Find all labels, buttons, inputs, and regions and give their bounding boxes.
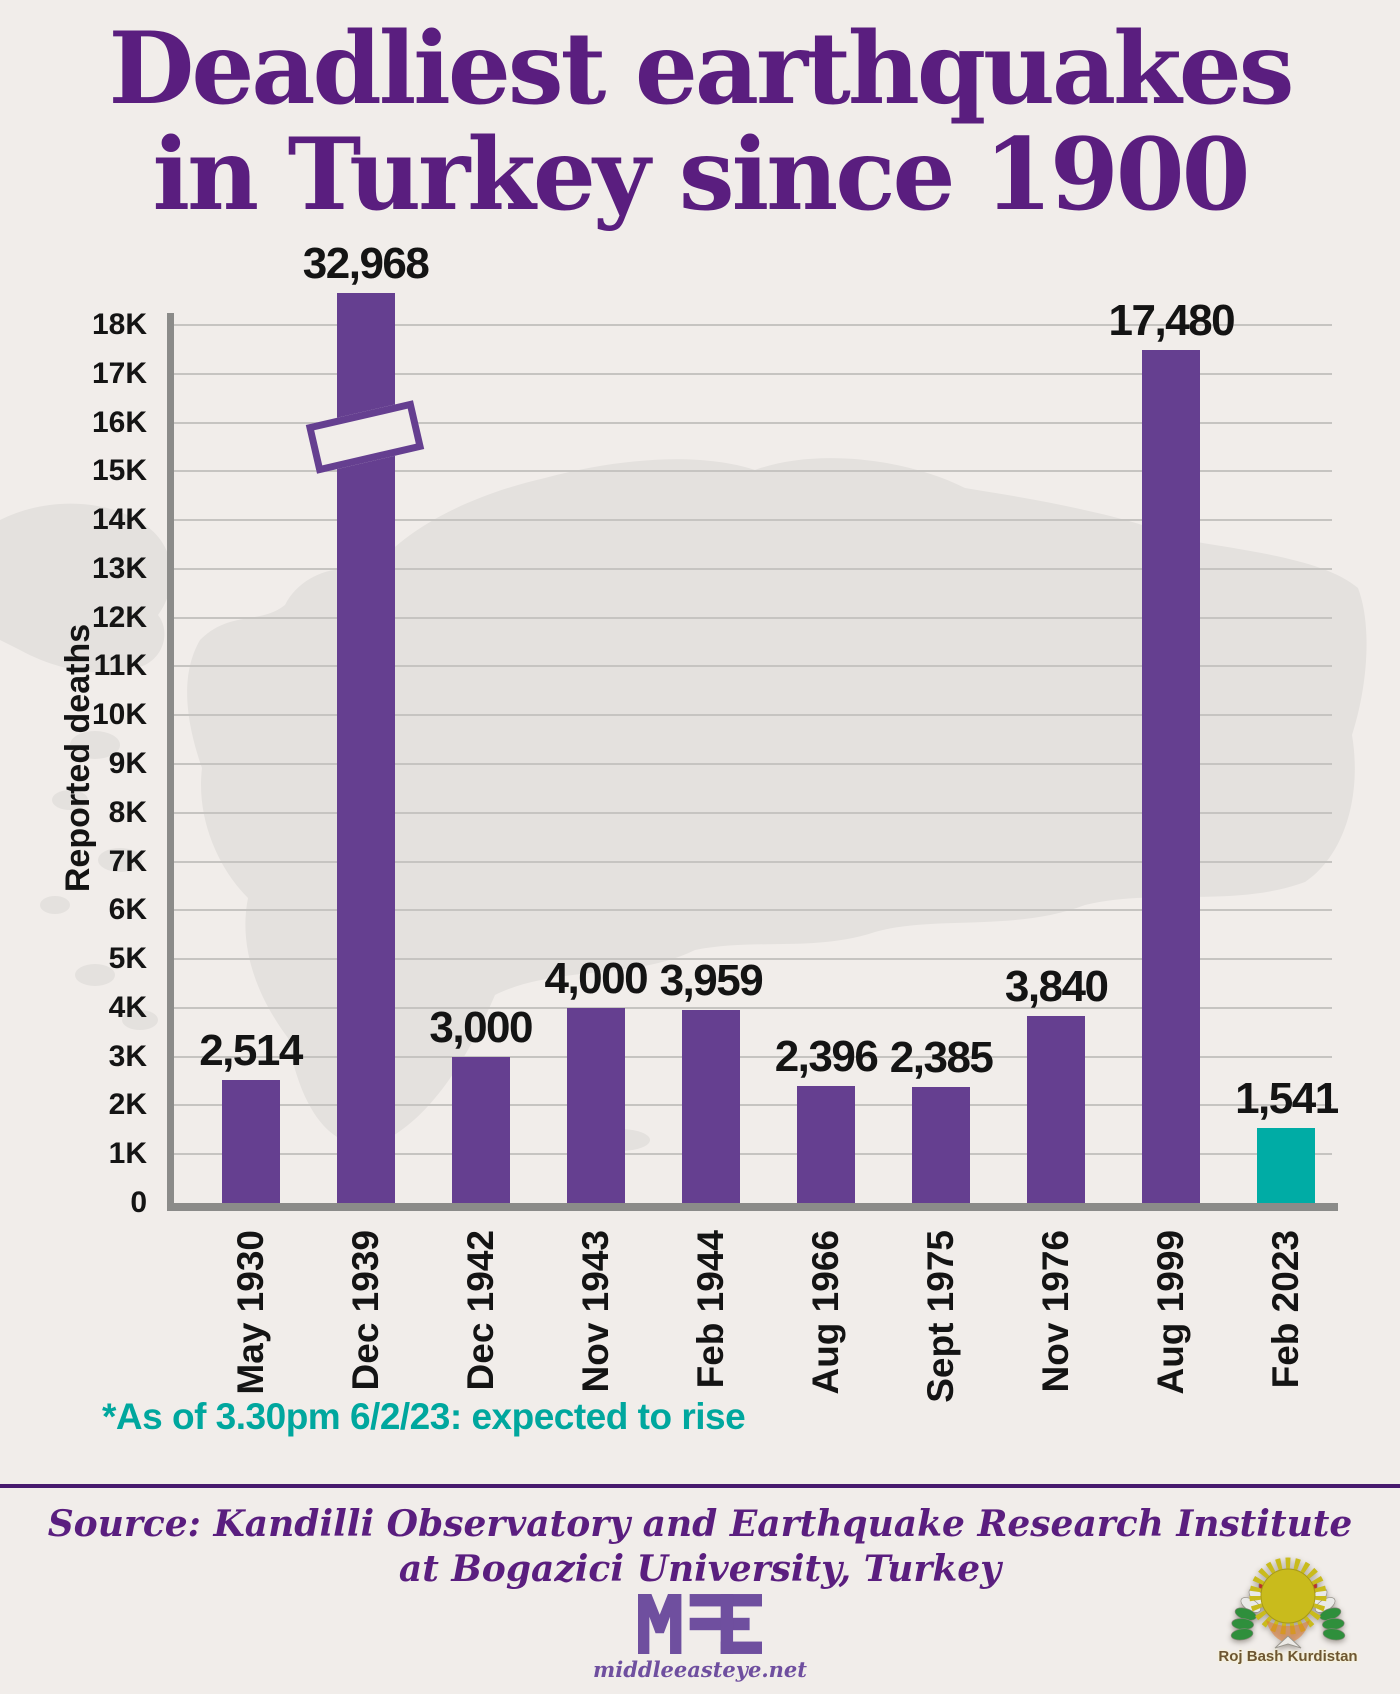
y-tick-label: 12K <box>91 600 147 634</box>
gridline <box>174 762 1332 765</box>
source-line1: Source: Kandilli Observatory and Earthqu… <box>47 1503 1353 1545</box>
gridline <box>174 1055 1332 1058</box>
y-tick-label: 4K <box>108 990 147 1024</box>
mee-url: middleeasteye.net <box>593 1657 807 1682</box>
wreath-accent <box>1266 1620 1310 1643</box>
y-tick-label: 15K <box>91 454 147 488</box>
watermark-text: Roj Bash Kurdistan <box>1218 1648 1358 1665</box>
chart-title-line2: in Turkey since 1900 <box>152 117 1251 233</box>
y-tick-label: 14K <box>91 503 147 537</box>
x-axis-label: Aug 1999 <box>1150 1230 1192 1395</box>
gridline <box>174 909 1332 912</box>
gridline <box>174 470 1332 473</box>
y-tick-label: 7K <box>108 844 147 878</box>
y-tick-label: 10K <box>91 698 147 732</box>
bar <box>912 1086 971 1203</box>
sun-rays <box>1249 1557 1327 1635</box>
bar-value-label: 2,396 <box>774 1032 879 1082</box>
bar-value-label: 17,480 <box>1108 296 1236 346</box>
y-tick-label: 18K <box>91 307 147 341</box>
mee-logo <box>638 1594 762 1654</box>
gridline <box>174 372 1332 375</box>
bar <box>797 1086 855 1203</box>
bar-value-label: 3,000 <box>429 1002 533 1052</box>
y-tick-label: 8K <box>108 795 147 829</box>
gridline <box>174 616 1332 619</box>
y-tick-label: 1K <box>108 1137 147 1171</box>
bar-value-label: 2,514 <box>199 1026 303 1076</box>
x-axis-line <box>167 1203 1338 1211</box>
gridline <box>174 567 1332 570</box>
gridline <box>174 421 1332 424</box>
bar-value-label: 32,968 <box>302 239 430 288</box>
wreath-leaf <box>1322 1628 1346 1641</box>
y-tick-label: 11K <box>93 649 147 683</box>
y-tick-label: 9K <box>108 746 147 780</box>
y-tick-label: 0 <box>130 1186 147 1219</box>
bar <box>681 1009 740 1203</box>
gridline <box>174 323 1332 326</box>
bar <box>221 1080 280 1203</box>
bar-value-label: 3,959 <box>659 955 764 1005</box>
bar-value-label: 1,541 <box>1235 1073 1339 1123</box>
bar <box>566 1007 625 1203</box>
bar <box>1027 1015 1086 1203</box>
wreath-leaf <box>1230 1628 1254 1641</box>
gridline <box>174 665 1332 668</box>
y-tick-label: 2K <box>108 1088 147 1122</box>
y-tick-label: 13K <box>91 551 147 585</box>
gridline <box>174 958 1332 961</box>
bar <box>1142 350 1201 1203</box>
source-line2: at Bogazici University, Turkey <box>398 1548 1002 1590</box>
chart-title-line1: Deadliest earthquakes <box>108 11 1294 127</box>
x-axis-label: Aug 1966 <box>805 1230 846 1395</box>
y-tick-label: 17K <box>91 356 147 390</box>
y-tick-label: 16K <box>91 405 147 439</box>
bar-value-label: 4,000 <box>544 953 648 1003</box>
x-axis-label: Sept 1975 <box>920 1230 962 1403</box>
gridline <box>174 1153 1332 1156</box>
sun-disc <box>1260 1568 1316 1624</box>
x-axis-label: Feb 2023 <box>1265 1230 1307 1389</box>
y-tick-label: 6K <box>108 893 147 927</box>
bar <box>451 1056 510 1203</box>
footer-divider <box>0 1484 1400 1488</box>
gridline <box>174 811 1332 814</box>
footnote: *As of 3.30pm 6/2/23: expected to rise <box>102 1396 746 1437</box>
chart-title: Deadliest earthquakes in Turkey since 19… <box>0 16 1400 228</box>
bar-value-label: 3,840 <box>1004 961 1109 1011</box>
gridline <box>174 714 1332 717</box>
y-tick-label: 3K <box>108 1039 147 1073</box>
y-axis-line <box>167 313 174 1207</box>
gridline <box>174 860 1332 863</box>
bar-chart: Reported deaths 0 1K 2K 3K 4K 5K 6K 7K 8K 9K 10K 11… <box>59 239 1339 1403</box>
x-axis-label: Nov 1976 <box>1035 1230 1077 1393</box>
kurdistan-wreath-logo <box>1230 1557 1346 1649</box>
bar <box>1257 1127 1316 1203</box>
wreath-base <box>1274 1635 1302 1649</box>
bar-value-label: 2,385 <box>889 1032 994 1082</box>
gridline <box>174 1104 1332 1107</box>
y-tick-label: 5K <box>108 942 147 976</box>
gridline <box>174 1006 1332 1009</box>
gridline <box>174 519 1332 522</box>
